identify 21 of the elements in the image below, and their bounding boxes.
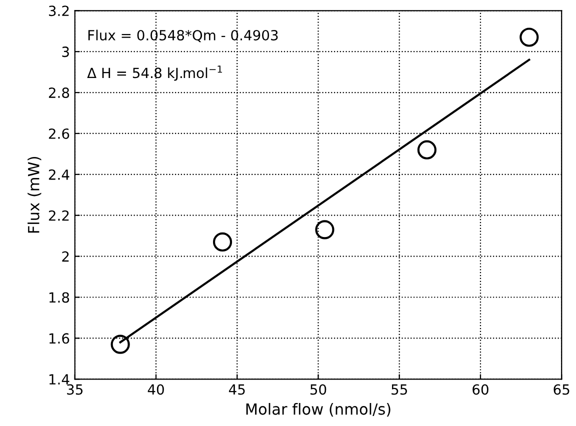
x-tick-label: 35 (67, 384, 83, 395)
x-tick-label: 45 (228, 384, 245, 395)
y-tick-label: 2.8 (48, 88, 70, 98)
y-tick-label: 2.2 (48, 210, 69, 221)
y-tick-label: 2 (62, 251, 69, 262)
x-tick-label: 60 (472, 384, 488, 395)
x-axis-title: Molar flow (nmol/s) (246, 403, 390, 417)
y-tick-label: 3.2 (48, 6, 69, 16)
annotation: Flux = 0.0548*Qm - 0.4903 (88, 30, 278, 42)
y-tick-label: 2.6 (48, 128, 70, 139)
x-tick-label: 55 (392, 384, 407, 395)
y-tick-label: 1.6 (49, 333, 70, 344)
y-tick-label: 3 (62, 46, 69, 58)
y-tick-label: 1.4 (49, 374, 70, 384)
y-tick-label: 1.8 (49, 292, 70, 303)
y-axis-title: Flux (mW) (28, 156, 42, 233)
x-tick-label: 50 (310, 384, 326, 395)
y-tick-label: 2.4 (48, 169, 70, 180)
x-tick-label: 40 (148, 384, 164, 395)
annotation: Δ H = 54.8 kJ.mol$^{−1}$ (87, 66, 222, 81)
x-tick-label: 65 (554, 384, 570, 395)
